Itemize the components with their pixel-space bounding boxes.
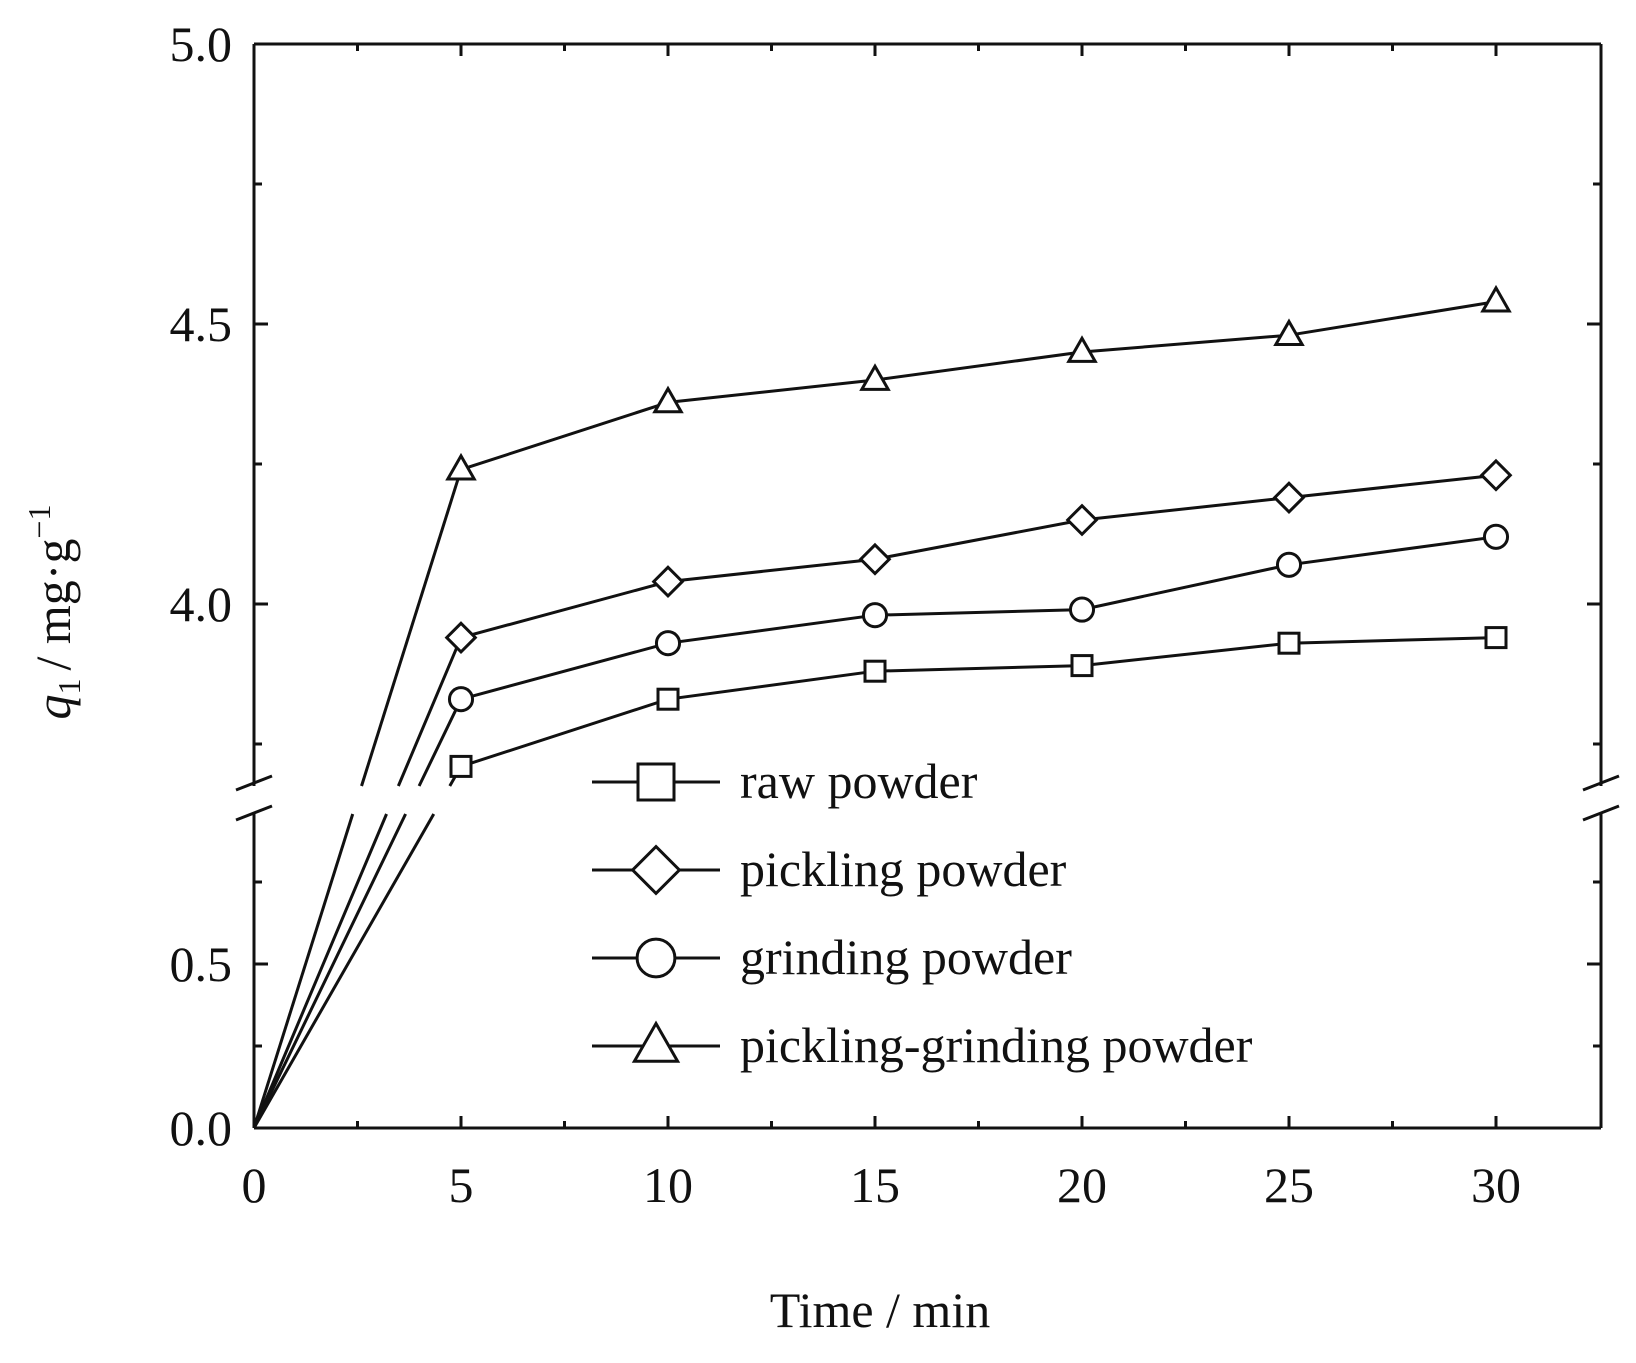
legend-label: raw powder [740, 753, 978, 809]
series-line-segment [1081, 496, 1290, 522]
series-line-segment [1081, 641, 1290, 668]
axis-break-mark [1582, 804, 1620, 822]
series-line-segment [396, 637, 463, 787]
diamond-marker [444, 621, 478, 655]
y-tick-label: 5.0 [170, 16, 233, 72]
circle-marker [1068, 596, 1096, 623]
series-line-segment [667, 613, 876, 645]
series-triangle [252, 284, 1512, 1129]
diamond-marker [1065, 503, 1099, 537]
series-line-segment [460, 400, 669, 472]
triangle-marker [1066, 335, 1098, 363]
series-line-segment [417, 698, 463, 787]
data-series [252, 284, 1513, 1129]
series-line-segment [252, 813, 436, 1129]
series-line-segment [360, 469, 463, 787]
square-marker [1277, 631, 1301, 655]
y-tick-label: 4.5 [170, 296, 233, 352]
series-line-segment [1288, 535, 1497, 567]
series-line-segment [460, 697, 669, 768]
legend-item: raw powder [592, 753, 978, 809]
circle-marker [1275, 551, 1303, 578]
x-tick-label: 5 [449, 1157, 474, 1213]
series-line-segment [460, 641, 669, 701]
x-tick-label: 25 [1264, 1157, 1314, 1213]
circle-marker [447, 686, 475, 713]
y-tick-label: 0.5 [170, 936, 233, 992]
triangle-marker [652, 385, 684, 414]
series-line-segment [874, 518, 1083, 561]
diamond-marker [651, 565, 685, 599]
x-tick-label: 10 [643, 1157, 693, 1213]
legend-diamond-marker [630, 844, 682, 896]
series-line-segment [252, 813, 388, 1129]
y-tick-label: 0.0 [170, 1100, 233, 1156]
legend-item: grinding powder [592, 929, 1072, 985]
axis-break-mark [1582, 774, 1620, 792]
circle-marker [861, 602, 889, 629]
legend-label: pickling-grinding powder [740, 1017, 1253, 1073]
triangle-marker [859, 363, 891, 391]
triangle-marker [1480, 284, 1512, 313]
series-line-segment [460, 580, 669, 640]
x-tick-label: 20 [1057, 1157, 1107, 1213]
x-axis-title: Time / min [770, 1282, 990, 1338]
legend-triangle-marker [631, 1020, 681, 1063]
x-tick-label: 0 [242, 1157, 267, 1213]
legend-item: pickling powder [592, 841, 1067, 897]
square-marker [1070, 654, 1094, 678]
series-line-segment [252, 813, 407, 1129]
axis-break-mark [235, 774, 273, 792]
y-axis-symbol: q [25, 694, 81, 719]
series-line-segment [667, 669, 876, 701]
legend: raw powder pickling powder grinding powder… [592, 753, 1253, 1073]
series-line-segment [874, 350, 1083, 382]
series-line-segment [667, 557, 876, 584]
diamond-marker [1272, 481, 1306, 515]
series-line-segment [874, 608, 1083, 617]
legend-label: pickling powder [740, 841, 1067, 897]
y-axis-title: q1 / mg·g−1 [21, 505, 87, 720]
y-axis-unit-superscript: −1 [21, 505, 57, 539]
y-axis-unit: / mg·g [25, 539, 81, 671]
legend-item: pickling-grinding powder [592, 1017, 1253, 1073]
legend-circle-marker [635, 937, 677, 979]
y-tick-label: 4.0 [170, 576, 233, 632]
series-line-segment [1288, 300, 1497, 337]
series-line-segment [667, 378, 876, 404]
series-line-segment [1081, 563, 1290, 612]
axis-ticks: 0 5 10 15 20 25 30 4.0 4.5 5.0 0.0 0.5 [170, 16, 1601, 1213]
axis-break-mark [235, 804, 273, 822]
circle-marker [1482, 523, 1510, 550]
series-line-segment [874, 664, 1083, 673]
x-tick-label: 15 [850, 1157, 900, 1213]
series-square [252, 626, 1508, 1129]
series-line-segment [1288, 473, 1497, 500]
series-line-segment [1288, 636, 1497, 645]
triangle-marker [1273, 318, 1305, 347]
diamond-marker [1479, 458, 1513, 492]
x-tick-label: 30 [1471, 1157, 1521, 1213]
legend-label: grinding powder [740, 929, 1072, 985]
triangle-marker [445, 452, 477, 481]
y-axis-subscript: 1 [51, 678, 87, 694]
square-marker [656, 687, 680, 711]
circle-marker [654, 630, 682, 657]
diamond-marker [858, 542, 892, 576]
plot-frame [235, 42, 1620, 1130]
square-marker [1484, 626, 1508, 650]
series-line-segment [252, 813, 355, 1129]
legend-square-marker [636, 762, 676, 802]
square-marker [863, 659, 887, 683]
series-line-segment [1081, 333, 1290, 354]
series-diamond [252, 458, 1513, 1129]
square-marker [449, 754, 473, 778]
series-circle [252, 523, 1510, 1129]
